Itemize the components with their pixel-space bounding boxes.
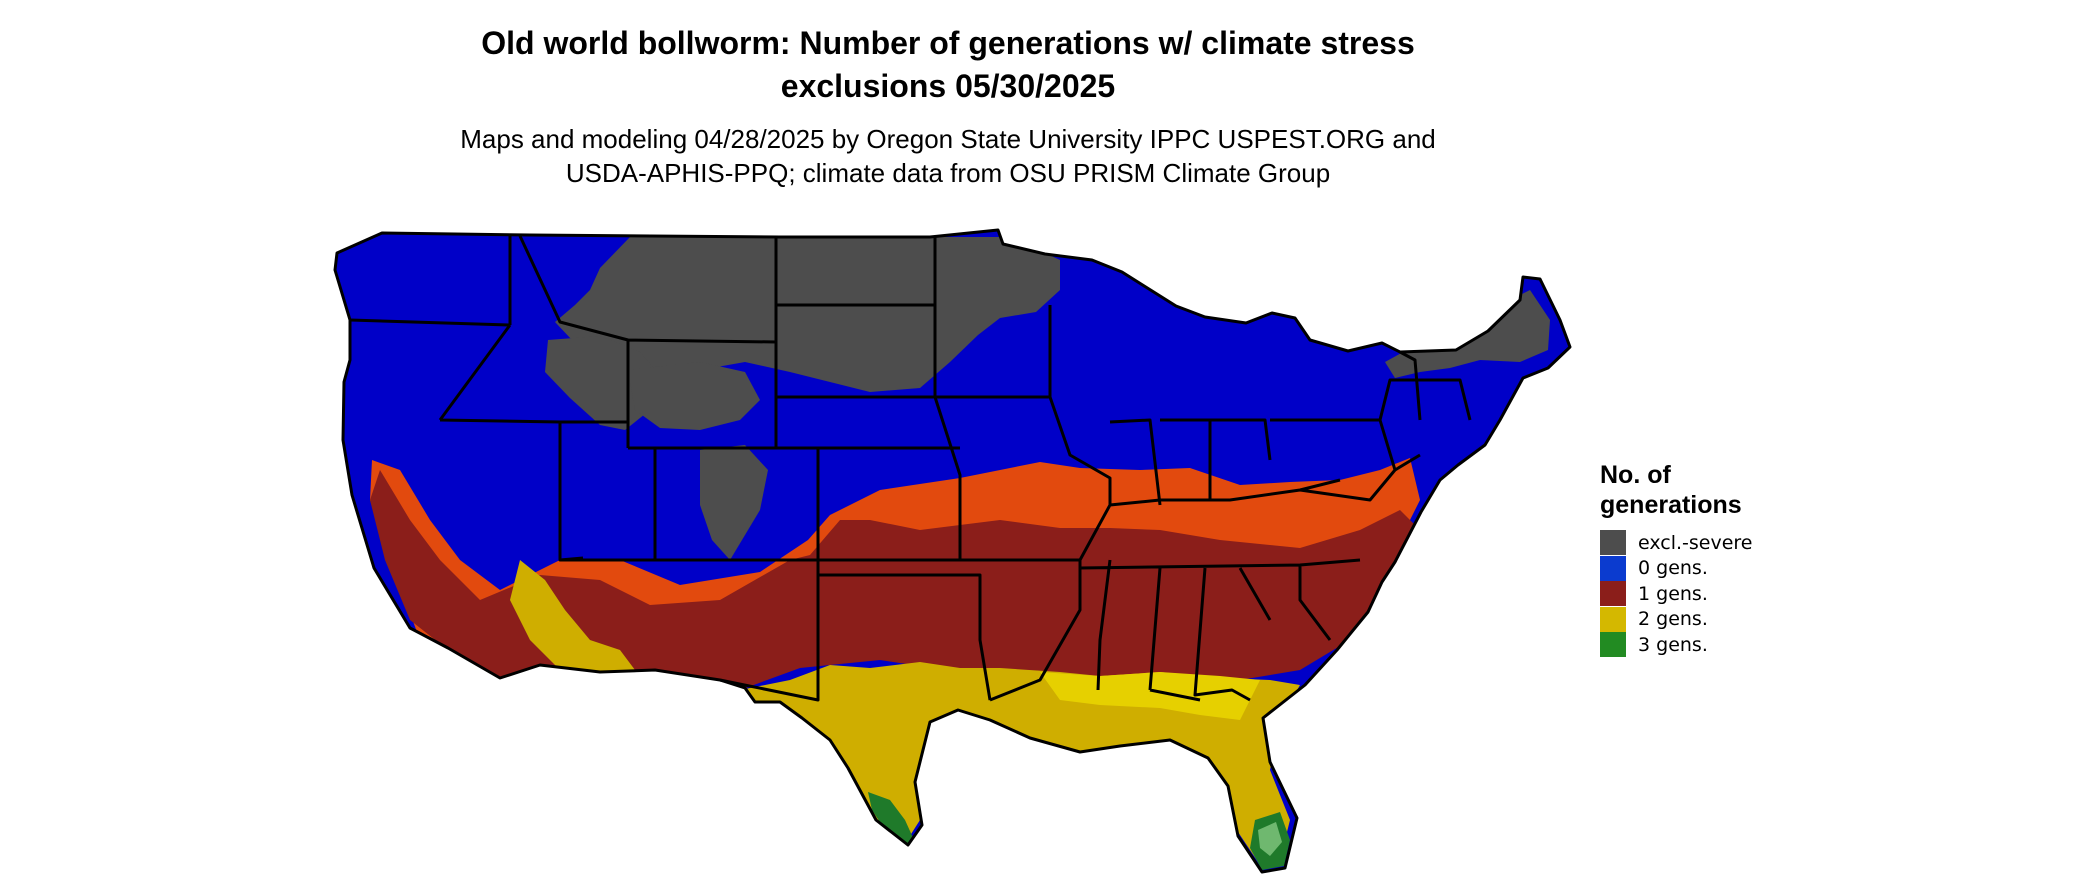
legend-swatch-1-gens <box>1600 581 1626 607</box>
legend-label-3-gens: 3 gens. <box>1638 633 1708 656</box>
legend-item-3-gens: 3 gens. <box>1600 632 1753 658</box>
zone-1-generation <box>370 470 1420 700</box>
legend-label-1-gens: 1 gens. <box>1638 582 1708 605</box>
map-title-line-2: exclusions 05/30/2025 <box>780 68 1116 104</box>
legend-swatch-3-gens <box>1600 632 1626 658</box>
legend-item-2-gens: 2 gens. <box>1600 606 1753 633</box>
map-subtitle-line-2: USDA-APHIS-PPQ; climate data from OSU PR… <box>565 158 1331 188</box>
legend-title-line-1: No. of <box>1600 461 1671 489</box>
zone-3-generations-florida-light <box>1258 822 1282 856</box>
border-lines <box>349 235 1472 702</box>
map-subtitle: Maps and modeling 04/28/2025 by Oregon S… <box>0 122 1896 190</box>
legend-item-1-gens: 1 gens. <box>1600 581 1753 607</box>
legend-swatch-0-gens <box>1600 555 1626 581</box>
zone-excl-severe-wyoming <box>628 362 760 430</box>
us-outline <box>333 228 1572 874</box>
state-borders <box>333 228 1572 874</box>
legend-label-0-gens: 0 gens. <box>1638 557 1708 580</box>
zone-excl-severe-colorado <box>700 445 768 560</box>
legend: No. of generations excl.-severe 0 gens. … <box>1600 460 1753 658</box>
map-title: Old world bollworm: Number of generation… <box>0 22 1896 108</box>
map-subtitle-line-1: Maps and modeling 04/28/2025 by Oregon S… <box>460 124 1436 154</box>
legend-title: No. of generations <box>1600 460 1753 520</box>
zone-2-generations-southwest <box>510 560 635 675</box>
legend-item-0-gens: 0 gens. <box>1600 555 1753 582</box>
zone-3-generations-texas <box>868 792 915 848</box>
zone-excl-severe-west-interior <box>545 336 660 430</box>
map-title-line-1: Old world bollworm: Number of generation… <box>481 25 1415 61</box>
legend-label-excl-severe: excl.-severe <box>1638 531 1753 554</box>
legend-swatch-2-gens <box>1600 606 1626 632</box>
zone-2-generations-light <box>1040 672 1260 720</box>
legend-label-2-gens: 2 gens. <box>1638 608 1708 631</box>
legend-item-excl-severe: excl.-severe <box>1600 530 1753 556</box>
legend-swatch-excl-severe <box>1600 530 1626 556</box>
legend-title-line-2: generations <box>1600 491 1742 519</box>
